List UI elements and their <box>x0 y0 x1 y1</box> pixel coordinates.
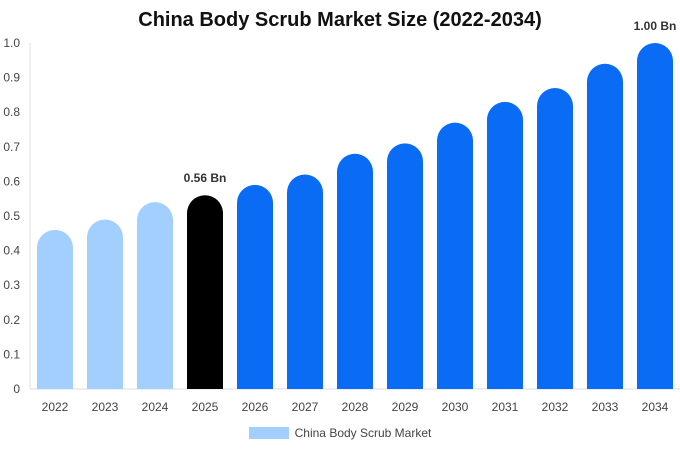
x-tick-label: 2034 <box>642 400 669 414</box>
bar-2025 <box>187 195 223 389</box>
x-tick-label: 2028 <box>342 400 369 414</box>
bar-2029 <box>387 143 423 389</box>
x-tick-label: 2024 <box>142 400 169 414</box>
data-label-2025: 0.56 Bn <box>184 171 227 185</box>
legend: China Body Scrub Market <box>0 426 680 440</box>
x-tick-label: 2027 <box>292 400 319 414</box>
y-tick-label: 0.8 <box>3 105 20 119</box>
y-tick-label: 0.5 <box>3 209 20 223</box>
y-tick-label: 0.6 <box>3 174 20 188</box>
y-tick-label: 0.9 <box>3 71 20 85</box>
data-labels: 0.56 Bn 1.00 Bn <box>184 19 677 185</box>
chart-title: China Body Scrub Market Size (2022-2034) <box>138 9 542 31</box>
bar-2027 <box>287 174 323 389</box>
y-axis-ticks: 0 0.1 0.2 0.3 0.4 0.5 0.6 0.7 0.8 0.9 1.0 <box>3 36 20 396</box>
x-axis-ticks: 2022 2023 2024 2025 2026 2027 2028 2029 2030 2031… <box>42 400 669 414</box>
x-tick-label: 2033 <box>592 400 619 414</box>
bar-2028 <box>337 153 373 389</box>
x-tick-label: 2022 <box>42 400 69 414</box>
bar-2032 <box>537 87 573 389</box>
y-tick-label: 0.7 <box>3 140 20 154</box>
bar-2026 <box>237 184 273 389</box>
bars <box>37 43 673 389</box>
x-tick-label: 2031 <box>492 400 519 414</box>
y-tick-label: 0.2 <box>3 313 20 327</box>
x-tick-label: 2030 <box>442 400 469 414</box>
y-tick-label: 0.1 <box>3 347 20 361</box>
x-tick-label: 2025 <box>192 400 219 414</box>
x-tick-label: 2032 <box>542 400 569 414</box>
legend-swatch <box>248 427 289 439</box>
x-tick-label: 2026 <box>242 400 269 414</box>
legend-label: China Body Scrub Market <box>294 426 432 440</box>
bar-2031 <box>487 101 523 389</box>
y-tick-label: 0.3 <box>3 278 20 292</box>
y-tick-label: 0 <box>13 382 20 396</box>
bar-2034 <box>637 43 673 389</box>
y-tick-label: 1.0 <box>3 36 20 50</box>
y-tick-label: 0.4 <box>3 244 20 258</box>
bar-2024 <box>137 202 173 389</box>
bar-2023 <box>87 219 123 389</box>
data-label-2034: 1.00 Bn <box>634 19 677 33</box>
x-tick-label: 2023 <box>92 400 119 414</box>
x-tick-label: 2029 <box>392 400 419 414</box>
bar-2033 <box>587 63 623 389</box>
bar-2022 <box>37 229 73 389</box>
bar-2030 <box>437 122 473 389</box>
